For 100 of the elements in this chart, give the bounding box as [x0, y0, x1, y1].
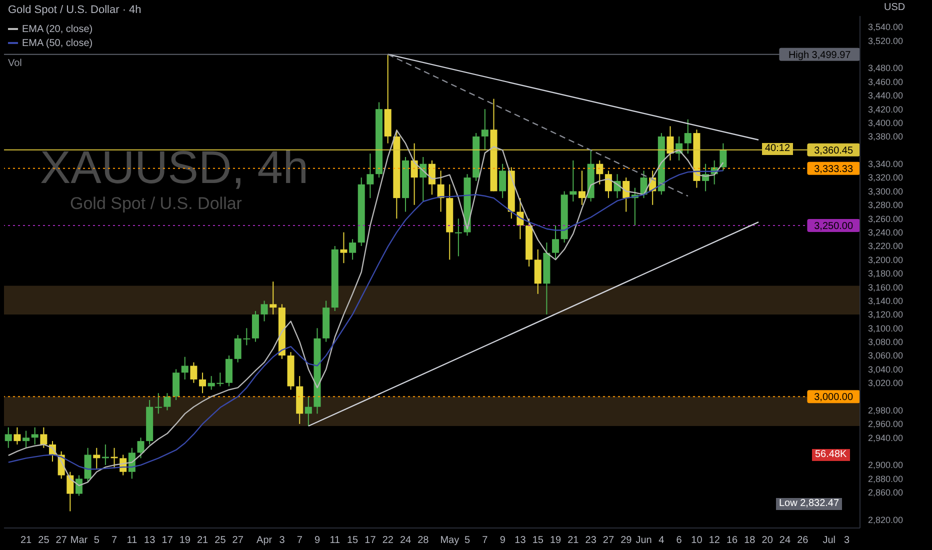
x-tick-label: 23: [585, 535, 597, 546]
y-tick-label: 3,280.00: [868, 200, 904, 210]
candlestick: [190, 362, 198, 384]
candlestick: [596, 160, 604, 185]
x-tick-label: 7: [482, 535, 488, 546]
x-tick-label: 19: [550, 535, 562, 546]
y-tick-label: 3,180.00: [868, 268, 904, 279]
candlestick: [181, 356, 188, 380]
y-tick-label: 3,220.00: [868, 241, 904, 252]
y-tick-label: 2,940.00: [868, 432, 904, 443]
candlestick: [199, 372, 206, 394]
y-tick-label: 3,460.00: [868, 76, 904, 87]
x-tick-label: Jul: [822, 535, 836, 546]
candlestick: [137, 437, 144, 459]
y-tick-label: 3,060.00: [868, 350, 904, 361]
x-tick-label: 10: [691, 535, 703, 546]
x-tick-label: 26: [797, 535, 809, 546]
x-tick-label: 21: [568, 535, 580, 546]
candlestick: [499, 163, 506, 199]
candlestick: [428, 160, 436, 196]
legend-label: EMA (50, close): [21, 36, 93, 50]
y-tick-label: 3,320.00: [868, 172, 904, 183]
y-tick-label: 3,080.00: [868, 337, 904, 348]
x-tick-label: 3: [279, 535, 286, 546]
x-tick-label: 17: [364, 535, 376, 546]
x-tick-label: 21: [20, 535, 32, 546]
y-tick-label: 3,040.00: [868, 364, 904, 374]
candlestick: [84, 447, 92, 483]
candlestick: [666, 126, 674, 161]
candlestick: [570, 160, 577, 202]
y-tick-label: 3,140.00: [868, 296, 904, 306]
ref-line-label: 3,250.00: [814, 220, 854, 232]
y-tick-label: 2,960.00: [868, 419, 904, 430]
x-tick-label: 9: [314, 535, 320, 546]
x-tick-label: 13: [514, 535, 526, 546]
ref-line-label: 3,333.33: [814, 164, 854, 175]
candlestick: [14, 426, 21, 445]
x-tick-label: 24: [400, 535, 412, 546]
x-tick-label: 5: [464, 535, 471, 546]
candlestick: [366, 153, 374, 199]
x-tick-label: 3: [844, 535, 850, 546]
y-tick-label: 3,340.00: [868, 159, 904, 170]
candlestick: [164, 392, 171, 411]
x-tick-label: 5: [94, 535, 100, 546]
x-tick-label: May: [440, 535, 460, 546]
x-tick-label: 4: [658, 535, 665, 546]
y-tick-label: 3,240.00: [868, 227, 904, 238]
candlestick: [410, 142, 418, 206]
x-tick-label: 12: [708, 535, 720, 546]
legend-label: EMA (20, close): [21, 22, 93, 36]
candlestick: [31, 426, 38, 445]
ref-line-label: High 3,499.97: [788, 50, 852, 61]
y-axis-title: USD: [884, 2, 906, 13]
x-tick-label: 18: [744, 535, 756, 546]
y-tick-label: 3,160.00: [868, 282, 904, 292]
candlestick: [604, 170, 612, 199]
candlestick: [22, 430, 30, 448]
y-tick-label: 3,100.00: [868, 323, 904, 334]
candlestick: [75, 474, 82, 496]
x-tick-label: 25: [38, 535, 50, 546]
x-tick-label: 20: [762, 535, 774, 546]
candlestick: [66, 471, 74, 512]
x-tick-label: 21: [196, 535, 209, 546]
candlestick: [534, 248, 542, 294]
annotation: Vol: [8, 58, 22, 70]
y-tick-label: 3,440.00: [868, 90, 904, 101]
candlestick: [304, 396, 312, 427]
y-tick-label: 3,480.00: [868, 63, 904, 74]
candlestick: [340, 232, 348, 264]
annotation: Low 2,832.47: [776, 498, 842, 510]
candlestick: [552, 224, 560, 260]
x-tick-label: Mar: [70, 535, 88, 546]
y-tick-label: 3,380.00: [868, 132, 904, 142]
y-tick-label: 3,300.00: [868, 186, 904, 196]
y-tick-label: 3,520.00: [868, 36, 904, 46]
x-tick-label: 17: [162, 535, 174, 546]
x-tick-label: 19: [179, 535, 191, 546]
annotation: 56.48K: [812, 449, 850, 461]
x-tick-label: 27: [232, 535, 244, 546]
x-tick-label: 28: [418, 535, 430, 546]
candlestick: [40, 426, 48, 448]
y-tick-label: 3,400.00: [868, 118, 904, 128]
x-tick-label: 29: [620, 535, 632, 546]
x-tick-label: 7: [112, 535, 118, 546]
x-tick-label: 7: [296, 535, 303, 546]
candlestick: [260, 300, 268, 322]
x-tick-label: 6: [676, 535, 682, 546]
y-tick-label: 3,420.00: [868, 104, 904, 114]
x-tick-label: 13: [144, 535, 156, 546]
candlestick: [349, 238, 356, 260]
y-tick-label: 3,540.00: [868, 22, 904, 32]
x-tick-label: 9: [500, 535, 506, 546]
candlestick: [252, 310, 259, 342]
candlestick: [481, 108, 488, 151]
x-tick-label: 15: [532, 535, 544, 546]
annotation: 40:12: [762, 143, 794, 155]
x-tick-label: 25: [214, 535, 226, 546]
candlestick: [684, 118, 692, 154]
candlestick: [578, 170, 586, 206]
ref-line-label: 3,000.00: [814, 392, 854, 404]
